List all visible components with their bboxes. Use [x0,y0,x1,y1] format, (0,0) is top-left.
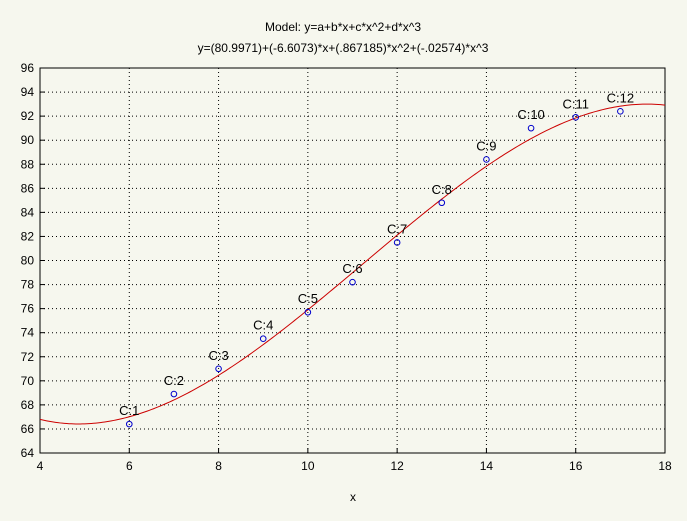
fit-curve [39,103,666,425]
chart-subtitle: y=(80.9971)+(-6.6073)*x+(.867185)*x^2+(-… [198,41,489,55]
y-tick-label: 84 [21,205,35,219]
y-tick-label: 82 [21,229,35,243]
y-tick-label: 94 [21,85,35,99]
data-point [125,420,133,428]
y-tick-label: 68 [21,398,35,412]
x-tick-label: 10 [301,459,315,473]
x-tick-label: 14 [480,459,494,473]
point-label: C:1 [119,403,139,418]
y-tick-label: 72 [21,350,35,364]
data-point [304,308,312,316]
data-point [483,156,490,163]
y-tick-label: 66 [21,422,35,436]
x-axis-label: x [350,490,356,504]
point-label: C:8 [432,182,452,197]
x-tick-label: 6 [126,459,133,473]
data-point [215,365,222,373]
y-tick-label: 78 [21,278,35,292]
point-label: C:2 [164,373,184,388]
point-label: C:5 [298,291,318,306]
data-point [259,335,267,343]
y-tick-label: 90 [21,133,35,147]
data-points: C:1 C:2 C:3 C:4 C:5 C:6 C:7 C:8 C:9 C:10 C:11 C:12 [119,90,634,428]
data-point [393,239,401,246]
y-tick-label: 76 [21,302,35,316]
y-tick-label: 70 [21,374,35,388]
y-tick-label: 80 [21,254,35,268]
x-tick-label: 8 [215,459,222,473]
point-label: C:7 [387,221,407,236]
point-label: C:10 [517,107,544,122]
y-tick-label: 74 [21,326,35,340]
y-tick-label: 86 [21,181,35,195]
point-label: C:12 [607,90,634,105]
y-tick-label: 96 [21,61,35,75]
point-label: C:6 [342,261,362,276]
x-tick-label: 12 [390,459,404,473]
point-label: C:11 [562,96,589,111]
data-point [170,390,178,398]
data-point [572,114,580,121]
y-tick-label: 64 [21,446,35,460]
y-tick-label: 88 [21,157,35,171]
data-point [438,199,446,207]
x-tick-label: 16 [569,459,583,473]
x-tick-label: 18 [658,459,672,473]
point-label: C:4 [253,318,273,333]
y-tick-label: 92 [21,109,35,123]
data-point [617,108,624,115]
point-label: C:9 [476,138,496,153]
data-point [527,124,535,132]
chart-title: Model: y=a+b*x+c*x^2+d*x^3 [265,20,421,34]
axis-ticks: 4 6 8 10 12 14 16 18646668707274767880828486889… [21,61,672,473]
point-label: C:3 [208,348,228,363]
data-point [349,278,356,286]
x-tick-label: 4 [37,459,44,473]
